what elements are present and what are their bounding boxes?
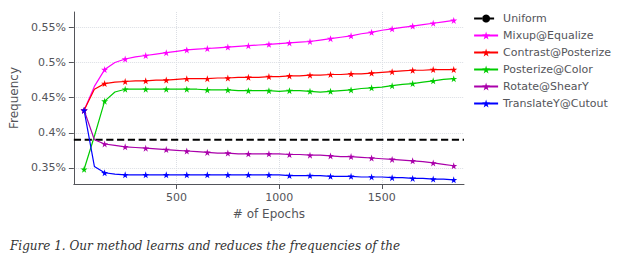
svg-text:0.45%: 0.45% <box>31 91 66 104</box>
svg-text:1500: 1500 <box>368 191 396 204</box>
svg-text:Mixup@Equalize: Mixup@Equalize <box>503 29 594 42</box>
svg-text:0.5%: 0.5% <box>38 56 66 69</box>
svg-text:Rotate@ShearY: Rotate@ShearY <box>503 80 589 93</box>
svg-text:Contrast@Posterize: Contrast@Posterize <box>503 46 611 59</box>
svg-text:0.55%: 0.55% <box>31 21 66 34</box>
svg-text:500: 500 <box>166 191 187 204</box>
svg-text:Figure 1. Our method learns an: Figure 1. Our method learns and reduces … <box>9 239 400 253</box>
svg-text:Frequency: Frequency <box>7 67 21 129</box>
svg-text:# of Epochs: # of Epochs <box>233 207 305 221</box>
svg-text:0.4%: 0.4% <box>38 126 66 139</box>
svg-text:0.35%: 0.35% <box>31 161 66 174</box>
svg-text:TranslateY@Cutout: TranslateY@Cutout <box>502 97 608 110</box>
svg-text:Uniform: Uniform <box>503 12 547 25</box>
svg-text:1000: 1000 <box>265 191 293 204</box>
svg-text:Posterize@Color: Posterize@Color <box>503 63 593 76</box>
